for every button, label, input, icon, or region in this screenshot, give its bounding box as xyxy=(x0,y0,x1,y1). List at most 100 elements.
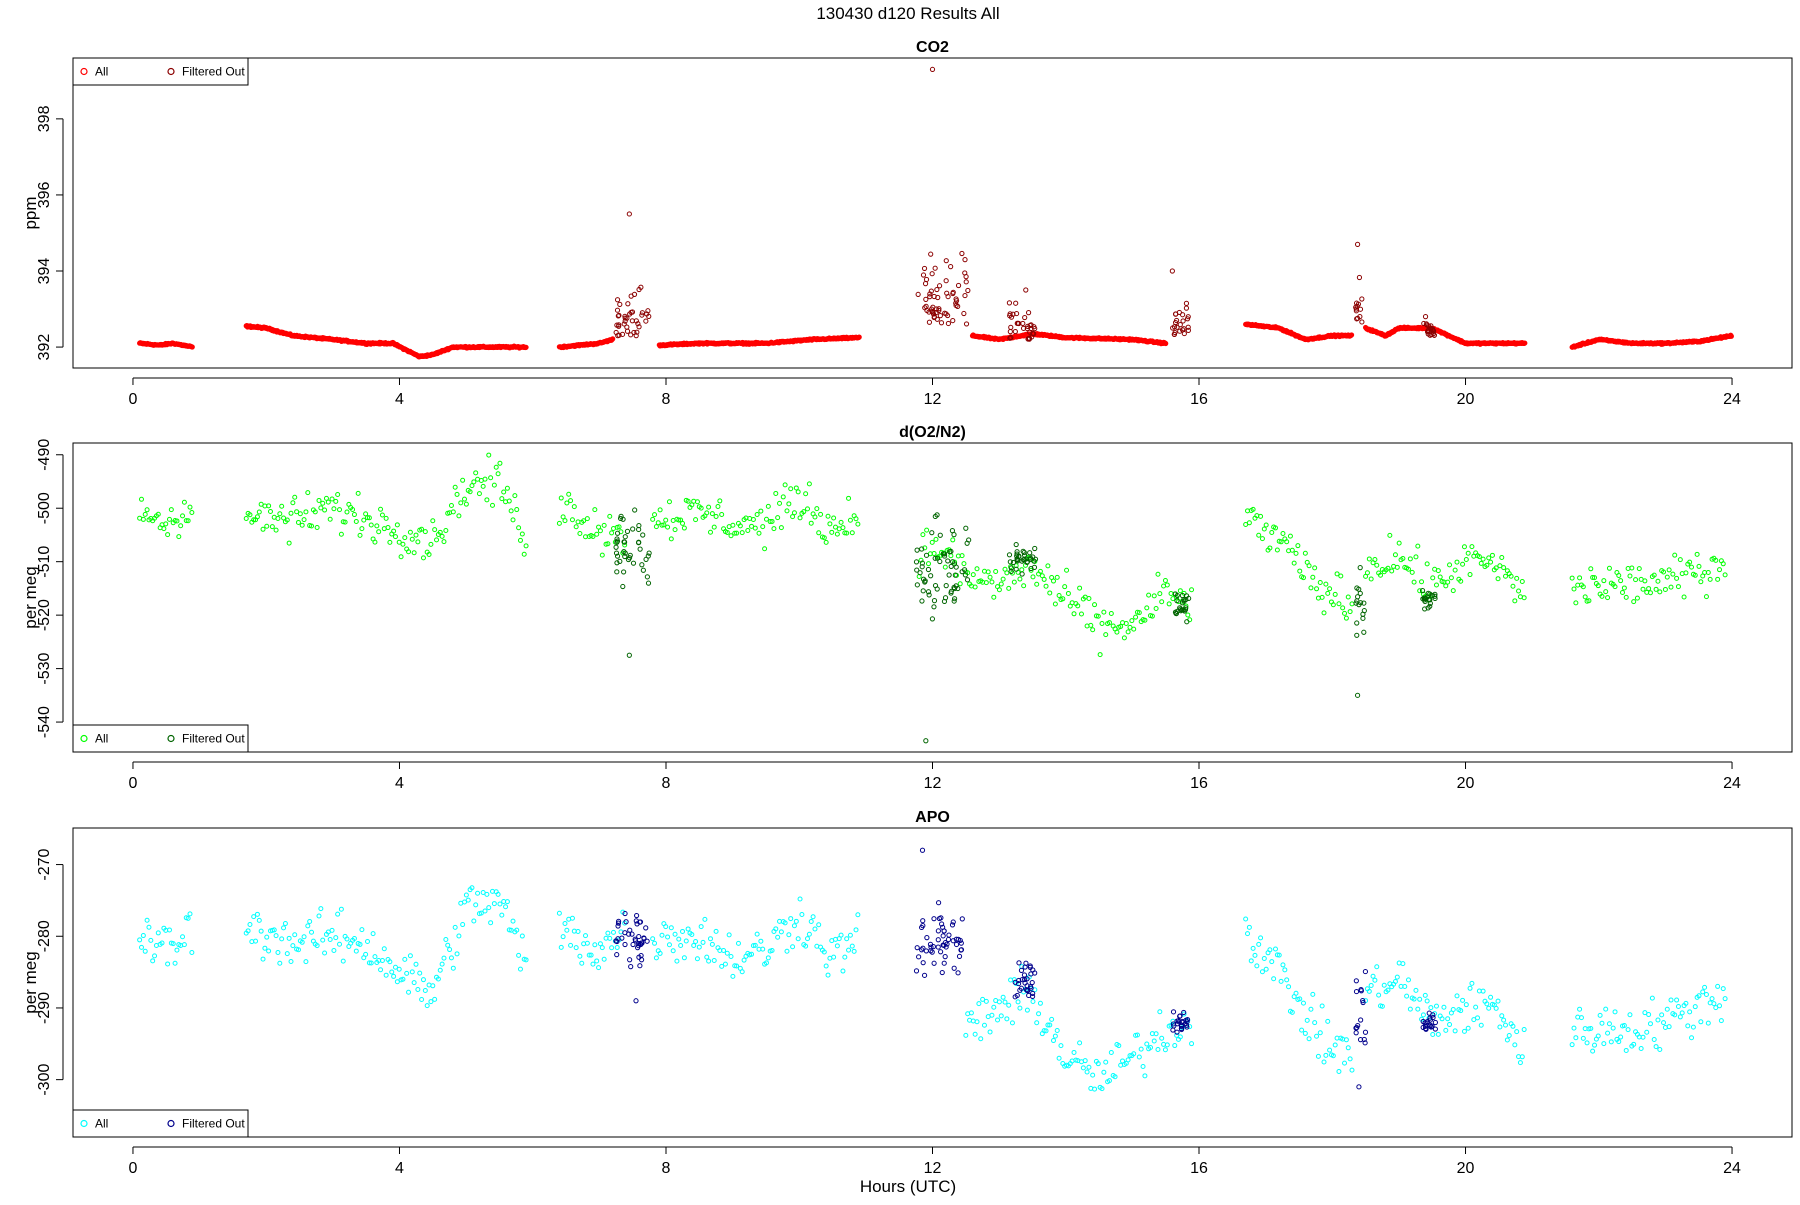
point-all xyxy=(777,500,783,506)
point-all xyxy=(775,515,781,521)
point-all xyxy=(609,945,615,951)
point-filtered xyxy=(1174,1029,1180,1035)
point-all xyxy=(1142,617,1148,623)
legend-label: Filtered Out xyxy=(182,65,245,79)
point-filtered xyxy=(1023,556,1029,562)
point-filtered xyxy=(632,936,638,942)
point-all xyxy=(411,980,417,986)
point-filtered xyxy=(1357,565,1363,571)
point-filtered xyxy=(613,544,619,550)
point-filtered xyxy=(625,301,631,307)
point-all xyxy=(724,950,730,956)
point-filtered xyxy=(614,560,620,566)
point-all xyxy=(1486,1005,1492,1011)
point-filtered xyxy=(919,560,925,566)
point-all xyxy=(392,534,398,540)
point-all xyxy=(267,509,273,515)
point-filtered xyxy=(929,616,936,622)
point-all xyxy=(1417,996,1423,1002)
point-all xyxy=(374,523,380,529)
point-all xyxy=(142,511,148,517)
point-all xyxy=(419,997,425,1003)
point-all xyxy=(1133,614,1139,620)
point-all xyxy=(924,527,930,533)
point-filtered xyxy=(1430,1012,1436,1018)
point-all xyxy=(827,521,833,527)
point-all xyxy=(586,952,592,958)
point-all xyxy=(987,1029,993,1035)
point-all xyxy=(1447,1022,1453,1028)
point-filtered xyxy=(1171,331,1178,338)
point-all xyxy=(715,504,721,510)
point-filtered xyxy=(1018,967,1025,973)
point-all xyxy=(161,526,167,532)
point-all xyxy=(818,511,824,517)
point-all xyxy=(1405,977,1411,983)
point-all xyxy=(1424,998,1430,1004)
point-filtered xyxy=(636,933,642,940)
point-all xyxy=(1030,574,1036,580)
point-all xyxy=(1486,555,1492,561)
point-all xyxy=(1142,1073,1148,1079)
point-all xyxy=(1368,576,1374,582)
point-all xyxy=(342,519,348,525)
point-all xyxy=(1166,601,1172,607)
point-all xyxy=(1343,615,1349,621)
point-all xyxy=(1148,1045,1154,1051)
point-filtered xyxy=(636,522,642,529)
point-all xyxy=(499,912,505,918)
point-all xyxy=(1717,1003,1723,1009)
point-filtered xyxy=(955,936,961,942)
point-all xyxy=(676,936,682,942)
point-all xyxy=(980,996,986,1002)
point-all xyxy=(1415,543,1421,549)
point-all xyxy=(1713,1005,1719,1011)
point-all xyxy=(782,920,788,926)
point-all xyxy=(445,942,451,948)
point-all xyxy=(381,946,387,952)
point-filtered xyxy=(936,306,942,312)
point-all xyxy=(413,961,419,967)
point-all xyxy=(786,501,792,507)
point-all xyxy=(1461,1028,1467,1034)
point-all xyxy=(256,509,262,515)
point-all xyxy=(1078,611,1084,617)
point-all xyxy=(1679,1010,1685,1016)
point-all xyxy=(1034,1020,1040,1026)
point-all xyxy=(1569,1042,1575,1048)
point-all xyxy=(174,518,180,524)
point-all xyxy=(1516,588,1522,594)
x-tick-label: 24 xyxy=(1723,775,1741,792)
point-all xyxy=(1065,590,1071,596)
point-filtered xyxy=(948,264,954,270)
point-filtered xyxy=(1022,964,1028,970)
point-all xyxy=(840,525,846,531)
point-filtered xyxy=(927,294,933,300)
point-all xyxy=(734,963,740,969)
point-all xyxy=(805,936,811,942)
point-all xyxy=(1097,652,1103,658)
point-all xyxy=(1050,578,1056,584)
point-all xyxy=(420,977,426,983)
point-all xyxy=(722,961,728,967)
point-all xyxy=(1372,557,1378,563)
point-all xyxy=(314,525,320,531)
point-all xyxy=(991,1004,997,1010)
point-filtered xyxy=(923,552,930,558)
point-filtered xyxy=(1422,314,1429,320)
point-all xyxy=(1308,1006,1314,1012)
point-all xyxy=(475,890,481,896)
point-filtered xyxy=(616,312,622,318)
point-filtered xyxy=(1357,1037,1364,1043)
point-all xyxy=(849,530,855,536)
point-all xyxy=(1054,1027,1060,1033)
point-all xyxy=(1319,1003,1325,1009)
point-all xyxy=(1045,563,1051,569)
point-filtered xyxy=(630,941,636,948)
point-all xyxy=(478,910,484,916)
point-all xyxy=(993,568,999,574)
point-filtered xyxy=(1181,597,1187,603)
point-filtered xyxy=(936,307,942,314)
point-filtered xyxy=(940,924,946,930)
point-all xyxy=(823,963,829,969)
